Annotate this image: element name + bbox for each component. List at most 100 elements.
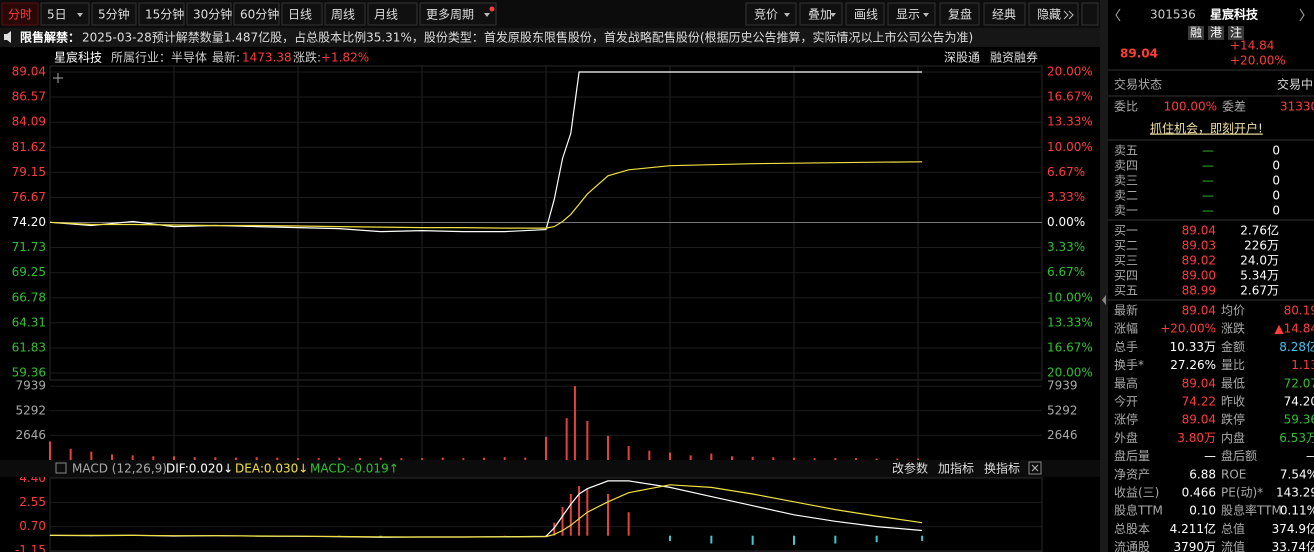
more-arrow [1063,10,1074,20]
tab-label[interactable]: 日线 [288,8,312,22]
y2-tick-label: 10.00% [1047,140,1093,154]
stat-label: 流通股 [1114,540,1150,552]
y-tick-label: 74.20 [12,215,46,229]
tag-box [1208,26,1224,40]
tool-button[interactable] [983,2,1026,26]
tool-button[interactable] [887,2,936,26]
tab-label[interactable]: 分时 [8,8,32,22]
prev-arrow[interactable] [1115,8,1121,22]
banner[interactable]: 抓住机会，即刻开户! [1150,121,1263,136]
ask-volume: 0 [1272,174,1280,188]
tool-button[interactable] [845,2,885,26]
name: 星宸科技 [1210,7,1259,22]
y-tick-label: 84.09 [12,115,46,129]
tool-label[interactable]: 经典 [992,8,1016,22]
y2-tick-label: 13.33% [1047,115,1093,129]
dropdown-arrow [484,13,490,17]
next-arrow[interactable] [1299,8,1305,22]
stat-label: 涨幅 [1114,321,1138,336]
tab-label[interactable]: 30分钟 [193,7,232,22]
tab-button[interactable] [186,2,232,26]
ask-price: — [1202,204,1214,218]
price: 89.04 [1120,47,1158,61]
indicator-title: MACD (12,26,9) [72,462,167,476]
tab-label[interactable]: 周线 [331,8,355,22]
stat-value: 8.28亿 [1279,339,1314,354]
tab-button[interactable] [233,2,280,26]
stat-value: 374.9亿 [1272,521,1314,536]
stat-value: — [1204,449,1216,463]
ask-label: 卖四 [1114,159,1138,173]
y-tick-label: 7939 [15,379,46,393]
indicator-button[interactable]: 加指标 [938,461,974,476]
tab-button[interactable] [138,2,185,26]
tab-button[interactable] [324,2,366,26]
crosshair-icon [53,73,63,83]
close-x[interactable] [1031,464,1039,472]
tab-label[interactable]: 60分钟 [240,7,279,22]
tool-label[interactable]: 隐藏 [1037,8,1061,22]
y2-tick-label: 0.00% [1047,215,1085,229]
stat-value: 1.13 [1291,358,1314,372]
indicator-button[interactable]: 换指标 [984,461,1020,476]
indicator-button[interactable]: 改参数 [892,461,928,476]
stat-value: 6.88 [1189,467,1216,481]
tab-label[interactable]: 15分钟 [145,7,184,22]
stat-value: 72.07 [1284,376,1314,390]
tab-label[interactable]: 更多周期 [426,8,474,22]
tab-label[interactable]: 5日 [47,8,67,22]
ask-label: 卖五 [1114,144,1138,158]
tab-button[interactable] [419,2,497,26]
tab-label[interactable]: 月线 [374,8,398,22]
tab-button[interactable] [1,2,39,26]
close-box[interactable] [1028,461,1042,475]
bid-price: 88.99 [1182,284,1216,298]
y-tick-label: -1.15 [15,543,46,552]
tab-button[interactable] [367,2,418,26]
tab-button[interactable] [281,2,323,26]
stat-value: 0.11% [1280,504,1314,518]
y-tick-label: 64.31 [12,315,46,329]
stat-label: ROE [1221,467,1246,481]
tool-button[interactable] [1028,2,1079,26]
status-value: 交易中 [1277,77,1313,92]
stat-label: 外盘 [1114,430,1138,445]
stat-label: 总值 [1221,521,1245,536]
stat-value: 6.53万 [1279,431,1314,445]
tool-button[interactable] [939,2,980,26]
splitter-arrow[interactable] [1102,295,1106,305]
tool-label[interactable]: 显示 [896,8,920,22]
ask-volume: 0 [1272,159,1280,173]
collapse-box[interactable] [55,462,67,474]
bid-price: 89.00 [1182,269,1216,283]
fullscreen-button[interactable] [1081,2,1099,26]
tab-button[interactable] [40,2,90,26]
bid-label: 买一 [1114,224,1138,238]
tool-button[interactable] [799,2,843,26]
y2-tick-label: 16.67% [1047,90,1093,104]
bid-label: 买二 [1114,239,1138,253]
stat-value: 74.20 [1284,395,1314,409]
tag-box [1228,26,1244,40]
tool-label[interactable]: 复盘 [948,7,972,22]
y-tick-label: 76.67 [12,190,46,204]
tool-button[interactable] [745,2,797,26]
stat-value: — [1306,449,1314,463]
bid-volume: 5.34万 [1240,269,1279,283]
stat-label: 最新 [1114,303,1138,318]
bid-volume: 24.0万 [1240,254,1279,268]
info-link[interactable]: 深股通 [944,51,980,65]
stat-value: 3790万 [1173,540,1216,552]
stat-label: 金额 [1221,339,1245,354]
info-link[interactable]: 融资融券 [990,50,1038,65]
tab-button[interactable] [91,2,137,26]
splitter[interactable] [1100,0,1108,552]
tool-label[interactable]: 竞价 [754,8,778,22]
tool-label[interactable]: 叠加 [808,8,832,22]
tab-label[interactable]: 5分钟 [98,7,130,22]
stat-label: 量比 [1221,358,1245,372]
stat-value: 27.26% [1170,358,1216,372]
stat-label: 今开 [1114,394,1138,409]
tool-label[interactable]: 画线 [854,8,878,22]
